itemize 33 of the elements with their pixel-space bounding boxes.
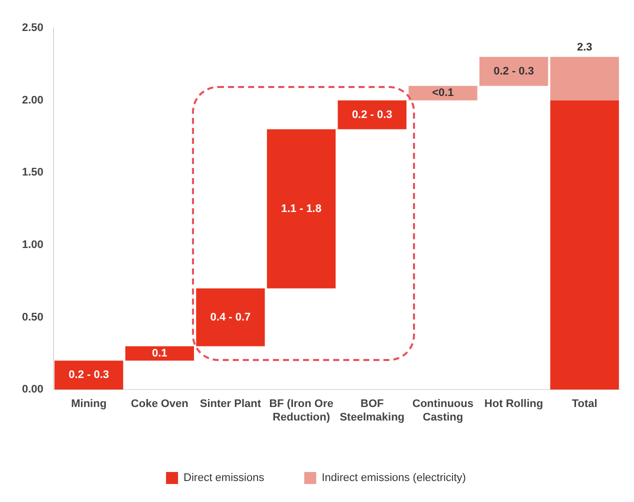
bar — [408, 86, 478, 100]
data-label: 1.1 - 1.8 — [281, 202, 322, 215]
bar — [479, 56, 548, 86]
x-tick-label: Sinter Plant — [200, 398, 262, 410]
data-label: 0.4 - 0.7 — [210, 311, 251, 324]
y-tick-label: 2.50 — [22, 22, 44, 34]
data-label: 0.1 — [152, 347, 168, 360]
bar — [54, 360, 124, 390]
total-label: 2.3 — [576, 41, 592, 54]
y-tick-label: 2.00 — [22, 94, 44, 106]
x-tick-label: Coke Oven — [130, 398, 189, 410]
x-tick-label: BF (Iron Ore Reduction) — [269, 398, 334, 424]
x-tick-label: Mining — [71, 398, 107, 410]
legend-label: Direct emissions — [184, 472, 265, 484]
y-tick-label: 0.50 — [22, 311, 44, 324]
y-tick-label: 0.00 — [22, 384, 44, 396]
data-label: 0.2 - 0.3 — [352, 108, 392, 121]
bar — [125, 346, 194, 361]
data-label: 0.2 - 0.3 — [494, 65, 534, 78]
data-label: <0.1 — [432, 87, 454, 100]
y-tick-label: 1.50 — [22, 166, 44, 179]
y-tick-label: 1.00 — [22, 238, 44, 251]
x-tick-label: Total — [572, 398, 598, 410]
bar — [550, 100, 619, 390]
bar — [266, 129, 336, 288]
bar — [550, 56, 619, 100]
bar — [338, 100, 406, 130]
data-label: 0.2 - 0.3 — [68, 369, 109, 382]
x-tick-label: BOF Steelmaking — [340, 398, 405, 424]
x-tick-label: Continuous Casting — [412, 398, 474, 424]
x-tick-label: Hot Rolling — [484, 398, 544, 410]
legend-label: Indirect emissions (electricity) — [322, 472, 466, 484]
bar — [196, 288, 265, 346]
